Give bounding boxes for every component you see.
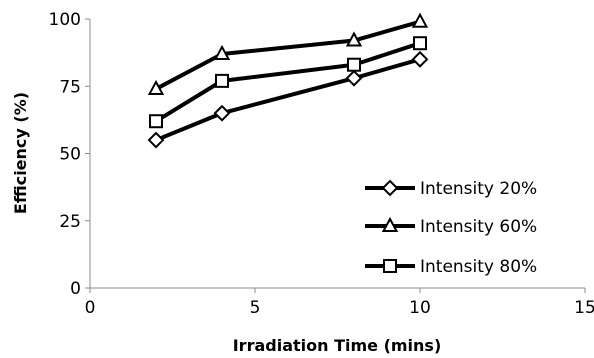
legend-label: Intensity 20%	[420, 179, 537, 199]
legend-marker-square	[383, 259, 397, 273]
data-point-square	[215, 73, 229, 88]
series-layer	[147, 12, 429, 149]
x-axis-title: Irradiation Time (mins)	[233, 336, 442, 355]
legend-entry: Intensity 60%	[365, 216, 537, 237]
data-point-diamond	[345, 69, 363, 87]
y-tick-label: 0	[70, 279, 81, 299]
x-tick-label: 5	[250, 298, 261, 318]
series-line	[155, 57, 421, 142]
data-point-square	[149, 114, 163, 129]
legend-marker-diamond	[381, 179, 399, 197]
y-tick-label: 75	[59, 77, 81, 97]
ticks: 0 25 50 75 100 0 5 10 15	[49, 10, 594, 318]
y-tick-label: 50	[59, 145, 81, 165]
y-tick-label: 100	[49, 10, 81, 30]
legend-entry: Intensity 80%	[365, 257, 537, 277]
series-3	[149, 36, 427, 129]
x-tick-label: 0	[85, 298, 96, 318]
data-point-triangle	[147, 79, 165, 95]
series-1	[147, 50, 429, 149]
data-point-diamond	[213, 104, 231, 122]
legend-label: Intensity 60%	[420, 217, 537, 237]
data-point-square	[413, 36, 427, 51]
data-point-diamond	[147, 131, 165, 149]
series-line	[154, 41, 421, 123]
data-point-triangle	[411, 12, 429, 28]
series-line	[155, 19, 421, 91]
y-tick-label: 25	[59, 212, 81, 232]
data-point-triangle	[213, 44, 231, 60]
y-axis-title: Efficiency (%)	[11, 92, 30, 214]
legend-marker-triangle	[381, 216, 399, 232]
series-2	[147, 12, 429, 95]
data-point-diamond	[411, 50, 429, 68]
legend-label: Intensity 80%	[420, 257, 537, 277]
x-tick-label: 15	[574, 298, 594, 318]
legend-entry: Intensity 20%	[365, 179, 537, 199]
legend: Intensity 20% Intensity 60% Intensity 80%	[365, 179, 537, 277]
data-point-triangle	[345, 31, 363, 47]
data-point-square	[347, 57, 361, 72]
axes	[89, 19, 585, 289]
x-tick-label: 10	[409, 298, 431, 318]
